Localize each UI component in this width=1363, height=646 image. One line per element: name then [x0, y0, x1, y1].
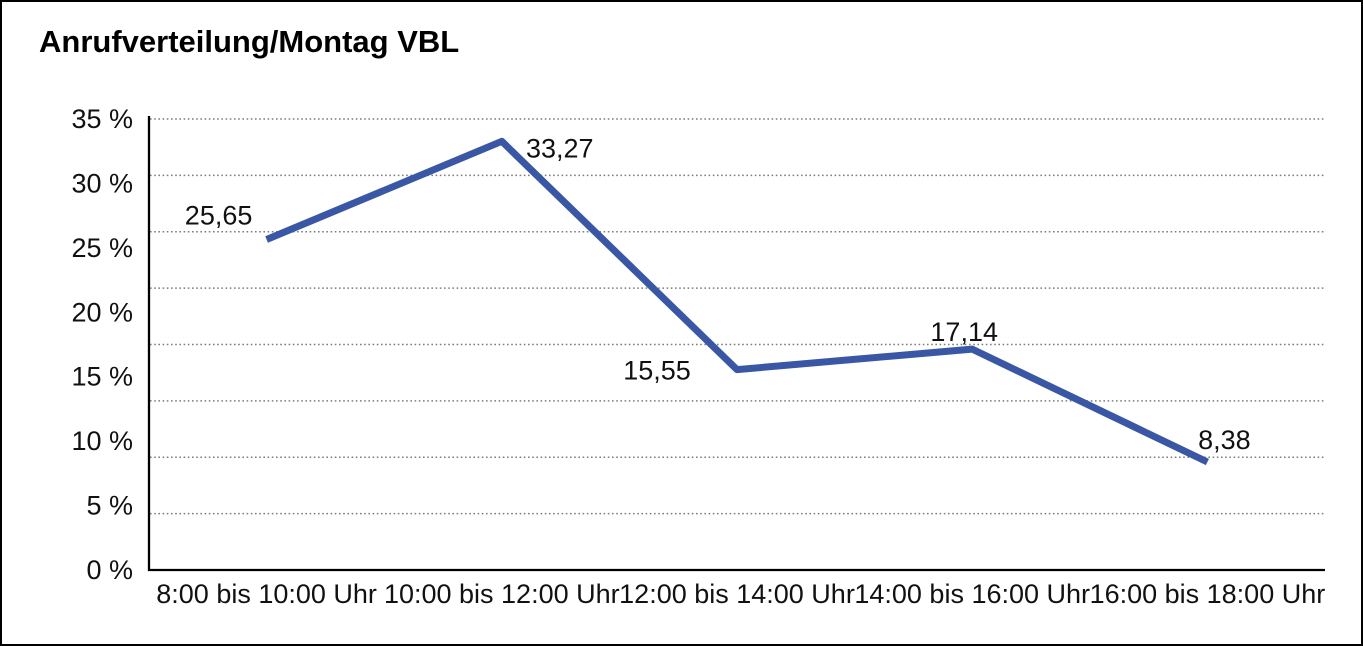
x-axis-label: 12:00 bis 14:00 Uhr [619, 579, 855, 609]
y-axis-label: 15 % [71, 362, 133, 392]
data-point-label: 8,38 [1198, 425, 1251, 455]
data-point-label: 15,55 [623, 356, 691, 386]
y-axis-label: 30 % [71, 168, 133, 198]
y-axis-label: 20 % [71, 297, 133, 327]
data-line [265, 137, 1209, 466]
y-axis-label: 10 % [71, 426, 133, 456]
y-axis-label: 0 % [86, 555, 133, 585]
data-point-label: 17,14 [930, 317, 998, 347]
y-axis-label: 25 % [71, 233, 133, 263]
y-axis-label: 5 % [86, 491, 133, 521]
x-axis-label: 8:00 bis 10:00 Uhr [156, 579, 377, 609]
data-point-label: 25,65 [185, 200, 253, 230]
x-axis-label: 10:00 bis 12:00 Uhr [384, 579, 620, 609]
data-point-label: 33,27 [526, 133, 594, 163]
x-axis-label: 14:00 bis 16:00 Uhr [854, 579, 1090, 609]
x-axis-label: 16:00 bis 18:00 Uhr [1090, 579, 1326, 609]
y-axis-label: 35 % [71, 104, 133, 134]
chart-title: Anrufverteilung/Montag VBL [39, 24, 460, 59]
